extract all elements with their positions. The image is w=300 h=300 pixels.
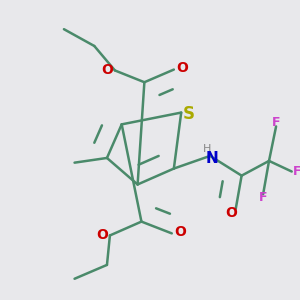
Text: O: O <box>102 63 113 77</box>
Text: F: F <box>293 165 300 178</box>
Text: S: S <box>183 105 195 123</box>
Text: O: O <box>97 228 109 242</box>
Text: O: O <box>175 225 187 239</box>
Text: N: N <box>205 151 218 166</box>
Text: O: O <box>225 206 237 220</box>
Text: O: O <box>177 61 189 75</box>
Text: F: F <box>259 191 267 204</box>
Text: H: H <box>203 143 211 154</box>
Text: F: F <box>272 116 280 129</box>
